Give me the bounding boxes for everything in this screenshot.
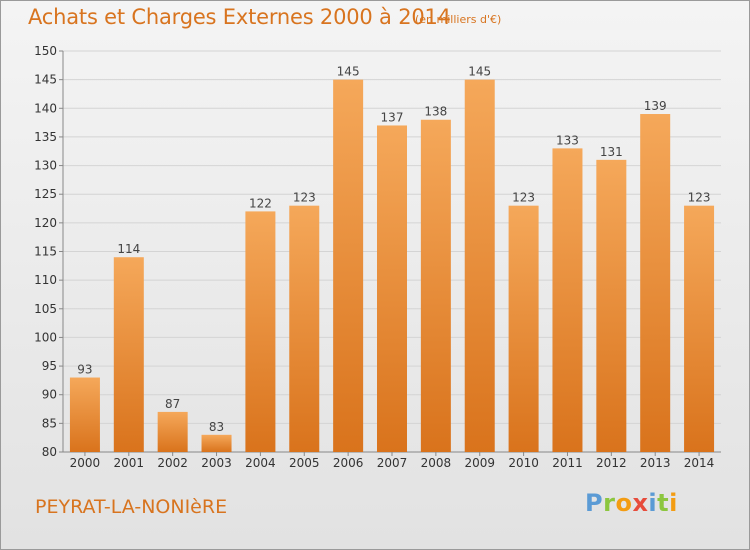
- x-tick-label: 2003: [201, 456, 232, 470]
- x-tick-label: 2000: [70, 456, 101, 470]
- y-tick-label: 125: [34, 187, 57, 201]
- data-label: 133: [556, 133, 579, 147]
- data-label: 137: [381, 110, 404, 124]
- x-tick-label: 2010: [508, 456, 539, 470]
- data-label: 123: [293, 191, 316, 205]
- data-label: 83: [209, 420, 224, 434]
- y-tick-label: 120: [34, 216, 57, 230]
- chart-title: Achats et Charges Externes 2000 à 2014: [28, 5, 451, 29]
- bar: [596, 159, 627, 453]
- proxiti-logo: Proxiti: [585, 489, 678, 517]
- y-tick-label: 140: [34, 101, 57, 115]
- labels: 80 85 90 95 100 105 110 115 120 125 130 135 140 145 15…: [34, 44, 714, 470]
- bar: [640, 114, 671, 452]
- x-tick-label: 2013: [640, 456, 671, 470]
- bar: [201, 434, 232, 452]
- bar: [245, 211, 276, 452]
- y-tick-label: 100: [34, 330, 57, 344]
- y-tick-label: 85: [42, 416, 57, 430]
- y-tick-label: 130: [34, 159, 57, 173]
- y-tick-label: 150: [34, 44, 57, 58]
- bar: [113, 257, 144, 452]
- y-tick-label: 95: [42, 359, 57, 373]
- data-label: 131: [600, 145, 623, 159]
- data-label: 93: [77, 363, 92, 377]
- city-name: PEYRAT-LA-NONIèRE: [35, 496, 228, 518]
- bar: [377, 125, 407, 452]
- x-tick-label: 2004: [245, 456, 276, 470]
- data-label: 145: [337, 65, 360, 79]
- data-label: 145: [468, 65, 491, 79]
- x-tick-label: 2008: [421, 456, 452, 470]
- y-tick-label: 110: [34, 273, 57, 287]
- data-label: 122: [249, 196, 272, 210]
- bar: [157, 411, 188, 452]
- y-tick-label: 135: [34, 130, 57, 144]
- data-label: 123: [512, 191, 535, 205]
- y-tick-label: 90: [42, 388, 57, 402]
- bar: [333, 79, 364, 453]
- x-tick-label: 2001: [114, 456, 145, 470]
- data-label: 123: [688, 191, 711, 205]
- x-tick-label: 2009: [464, 456, 495, 470]
- bar: [684, 205, 715, 452]
- data-label: 114: [117, 242, 140, 256]
- x-tick-label: 2005: [289, 456, 320, 470]
- x-tick-label: 2014: [684, 456, 715, 470]
- bars: [69, 79, 715, 453]
- bar: [464, 79, 495, 453]
- y-tick-label: 80: [42, 445, 57, 459]
- x-tick-label: 2007: [377, 456, 408, 470]
- x-tick-label: 2011: [552, 456, 583, 470]
- bar: [508, 205, 539, 452]
- chart-unit: (en milliers d'€): [415, 13, 502, 26]
- x-tick-label: 2012: [596, 456, 627, 470]
- data-label: 138: [424, 105, 447, 119]
- bar: [289, 205, 320, 452]
- x-tick-label: 2002: [157, 456, 188, 470]
- data-label: 139: [644, 99, 667, 113]
- x-tick-label: 2006: [333, 456, 364, 470]
- y-tick-label: 145: [34, 73, 57, 87]
- y-tick-label: 115: [34, 245, 57, 259]
- bar: [552, 148, 583, 452]
- bar: [69, 377, 100, 452]
- bar: [420, 119, 451, 452]
- y-tick-label: 105: [34, 302, 57, 316]
- data-label: 87: [165, 397, 180, 411]
